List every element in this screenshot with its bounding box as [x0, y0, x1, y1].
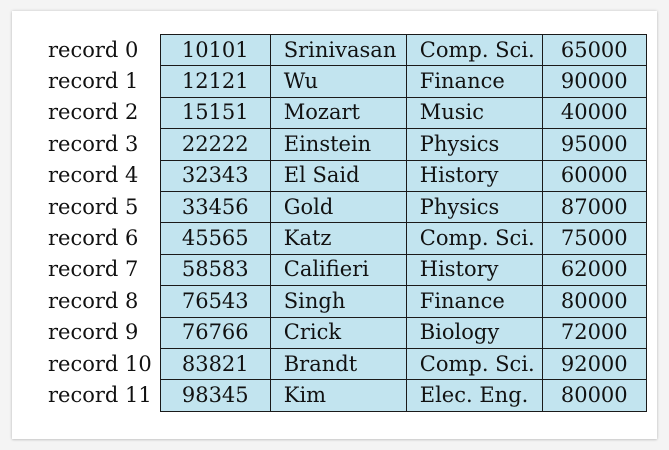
dept-cell: Finance	[405, 285, 543, 318]
dept-cell: Elec. Eng.	[405, 379, 543, 412]
salary-cell: 60000	[541, 159, 647, 192]
table-row: record 6 45565 Katz Comp. Sci. 75000	[48, 222, 647, 255]
dept-cell: Comp. Sci.	[405, 33, 543, 67]
name-cell: El Said	[269, 159, 407, 192]
name-cell: Srinivasan	[269, 33, 407, 67]
salary-cell: 62000	[541, 253, 647, 287]
id-cell: 76766	[159, 316, 271, 349]
records-table-body: record 0 10101 Srinivasan Comp. Sci. 65000 re…	[48, 33, 647, 412]
name-cell: Kim	[269, 379, 407, 412]
name-cell: Califieri	[269, 253, 407, 287]
id-cell: 10101	[159, 33, 271, 67]
records-table-wrapper: record 0 10101 Srinivasan Comp. Sci. 65000 re…	[48, 33, 647, 412]
salary-cell: 90000	[541, 65, 647, 98]
id-cell: 76543	[159, 285, 271, 318]
table-row: record 5 33456 Gold Physics 87000	[48, 190, 647, 224]
name-cell: Wu	[269, 65, 407, 98]
record-label: record 7	[48, 257, 139, 282]
salary-cell: 80000	[541, 285, 647, 318]
dept-cell: History	[405, 253, 543, 287]
dept-cell: Finance	[405, 65, 543, 98]
salary-cell: 72000	[541, 316, 647, 349]
dept-cell: Physics	[405, 190, 543, 224]
id-cell: 98345	[159, 379, 271, 412]
id-cell: 58583	[159, 253, 271, 287]
salary-cell: 40000	[541, 96, 647, 130]
table-row: record 10 83821 Brandt Comp. Sci. 92000	[48, 347, 647, 381]
record-label: record 9	[48, 320, 139, 345]
record-label: record 8	[48, 288, 139, 313]
record-label: record 2	[48, 100, 139, 125]
id-cell: 22222	[159, 128, 271, 161]
dept-cell: Biology	[405, 316, 543, 349]
record-label: record 1	[48, 69, 139, 94]
id-cell: 12121	[159, 65, 271, 98]
record-label: record 0	[48, 37, 139, 62]
table-row: record 11 98345 Kim Elec. Eng. 80000	[48, 379, 647, 412]
dept-cell: Comp. Sci.	[405, 222, 543, 255]
records-table: record 0 10101 Srinivasan Comp. Sci. 65000 re…	[48, 33, 647, 412]
salary-cell: 95000	[541, 128, 647, 161]
name-cell: Gold	[269, 190, 407, 224]
record-label: record 6	[48, 226, 139, 251]
salary-cell: 75000	[541, 222, 647, 255]
table-row: record 8 76543 Singh Finance 80000	[48, 285, 647, 318]
record-label: record 3	[48, 131, 139, 156]
table-row: record 3 22222 Einstein Physics 95000	[48, 128, 647, 161]
name-cell: Crick	[269, 316, 407, 349]
id-cell: 15151	[159, 96, 271, 130]
table-row: record 0 10101 Srinivasan Comp. Sci. 65000	[48, 33, 647, 67]
id-cell: 45565	[159, 222, 271, 255]
name-cell: Katz	[269, 222, 407, 255]
record-label: record 11	[48, 382, 152, 407]
table-row: record 9 76766 Crick Biology 72000	[48, 316, 647, 349]
table-row: record 2 15151 Mozart Music 40000	[48, 96, 647, 130]
name-cell: Einstein	[269, 128, 407, 161]
table-row: record 7 58583 Califieri History 62000	[48, 253, 647, 287]
salary-cell: 87000	[541, 190, 647, 224]
salary-cell: 80000	[541, 379, 647, 412]
record-label: record 10	[48, 351, 152, 376]
dept-cell: Physics	[405, 128, 543, 161]
dept-cell: Music	[405, 96, 543, 130]
dept-cell: History	[405, 159, 543, 192]
salary-cell: 92000	[541, 347, 647, 381]
name-cell: Brandt	[269, 347, 407, 381]
dept-cell: Comp. Sci.	[405, 347, 543, 381]
table-row: record 4 32343 El Said History 60000	[48, 159, 647, 192]
name-cell: Singh	[269, 285, 407, 318]
record-label: record 4	[48, 163, 139, 188]
salary-cell: 65000	[541, 33, 647, 67]
figure-card: record 0 10101 Srinivasan Comp. Sci. 65000 re…	[12, 11, 657, 439]
record-label: record 5	[48, 194, 139, 219]
name-cell: Mozart	[269, 96, 407, 130]
id-cell: 33456	[159, 190, 271, 224]
id-cell: 32343	[159, 159, 271, 192]
id-cell: 83821	[159, 347, 271, 381]
table-row: record 1 12121 Wu Finance 90000	[48, 65, 647, 98]
